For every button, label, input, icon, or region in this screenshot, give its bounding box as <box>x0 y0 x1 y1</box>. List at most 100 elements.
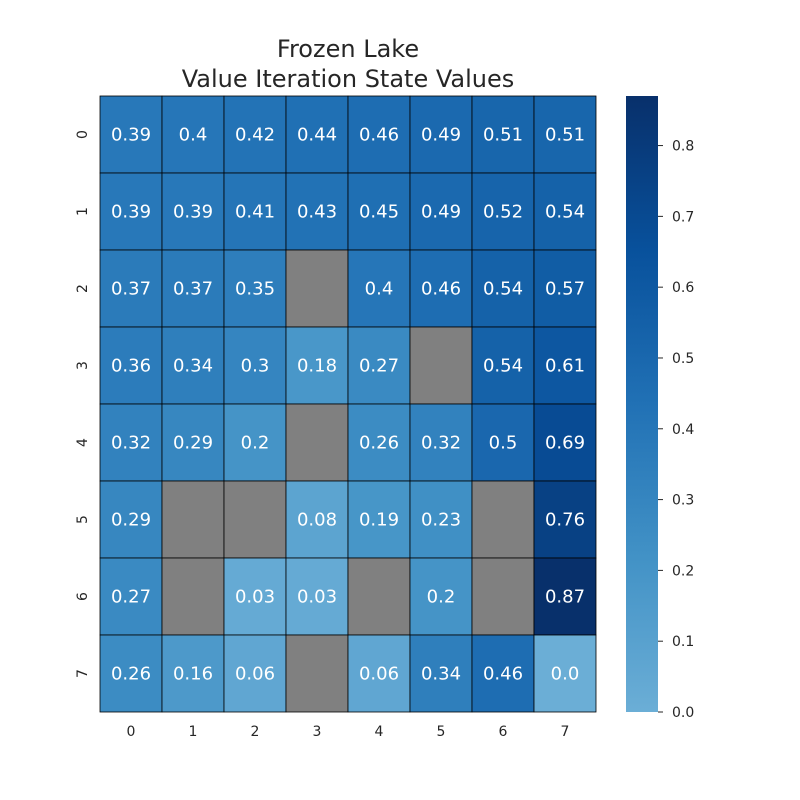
y-tick-label: 7 <box>75 669 91 678</box>
x-axis-ticks: 0 1 2 3 4 5 6 7 <box>127 724 570 740</box>
y-tick-label: 3 <box>75 361 91 370</box>
y-tick-label: 1 <box>75 207 91 216</box>
cell-value-label: 0.35 <box>235 279 275 300</box>
heatmap-cell <box>409 249 473 328</box>
cell-value-label: 0.43 <box>297 202 337 223</box>
heatmap-cell <box>533 95 597 174</box>
heatmap-cell <box>99 480 163 559</box>
cell-value-label: 0.57 <box>545 279 585 300</box>
heatmap-cell <box>161 249 225 328</box>
cell-value-label: 0.32 <box>421 433 461 454</box>
cell-value-label: 0.46 <box>421 279 461 300</box>
heatmap-cell <box>471 326 535 405</box>
heatmap-cell <box>347 249 411 328</box>
heatmap-cell <box>285 95 349 174</box>
heatmap-cell <box>285 326 349 405</box>
heatmap-cell <box>223 480 287 559</box>
cell-value-label: 0.39 <box>111 125 151 146</box>
x-tick-label: 1 <box>189 724 198 740</box>
colorbar-tick-label: 0.4 <box>672 422 694 438</box>
heatmap-cell <box>471 557 535 636</box>
cell-value-label: 0.5 <box>489 433 518 454</box>
cell-value-label: 0.19 <box>359 510 399 531</box>
heatmap-cell <box>533 249 597 328</box>
heatmap-cell <box>285 403 349 482</box>
x-tick-label: 2 <box>251 724 260 740</box>
x-tick-label: 6 <box>499 724 508 740</box>
heatmap-cells <box>99 95 597 713</box>
heatmap-cell <box>409 557 473 636</box>
cell-value-label: 0.29 <box>111 510 151 531</box>
cell-value-label: 0.87 <box>545 587 585 608</box>
cell-value-label: 0.45 <box>359 202 399 223</box>
heatmap-cell <box>471 480 535 559</box>
colorbar-tick-label: 0.5 <box>672 351 694 367</box>
cell-value-label: 0.0 <box>551 664 580 685</box>
heatmap-cell <box>471 634 535 713</box>
cell-value-label: 0.06 <box>235 664 275 685</box>
cell-value-label: 0.52 <box>483 202 523 223</box>
heatmap-cell <box>223 249 287 328</box>
cell-value-label: 0.16 <box>173 664 213 685</box>
heatmap-cell <box>161 326 225 405</box>
heatmap-cell <box>347 480 411 559</box>
cell-value-label: 0.2 <box>427 587 456 608</box>
heatmap-cell <box>223 634 287 713</box>
heatmap-cell <box>285 249 349 328</box>
colorbar-tick-label: 0.2 <box>672 563 694 579</box>
y-axis-ticks: 0 1 2 3 4 5 6 7 <box>75 130 91 678</box>
cell-value-label: 0.3 <box>241 356 270 377</box>
heatmap-cell <box>533 634 597 713</box>
colorbar-tick-label: 0.1 <box>672 634 694 650</box>
heatmap-cell <box>223 95 287 174</box>
heatmap-cell <box>533 326 597 405</box>
cell-value-label: 0.34 <box>173 356 213 377</box>
cell-value-label: 0.76 <box>545 510 585 531</box>
cell-value-label: 0.44 <box>297 125 337 146</box>
colorbar-tick-label: 0.7 <box>672 209 694 225</box>
heatmap-cell-labels: 0.39 0.4 0.42 0.44 0.46 0.49 0.51 0.51 0.39 0.39 0… <box>111 125 585 685</box>
heatmap-cell <box>161 557 225 636</box>
heatmap-cell <box>409 95 473 174</box>
cell-value-label: 0.37 <box>173 279 213 300</box>
heatmap-cell <box>99 403 163 482</box>
heatmap-cell <box>347 326 411 405</box>
y-tick-label: 5 <box>75 515 91 524</box>
heatmap-cell <box>347 172 411 251</box>
cell-value-label: 0.39 <box>173 202 213 223</box>
chart-title-line-1: Frozen Lake <box>277 35 419 63</box>
cell-value-label: 0.49 <box>421 125 461 146</box>
heatmap-cell <box>533 480 597 559</box>
heatmap-cell <box>99 634 163 713</box>
heatmap-cell <box>409 403 473 482</box>
y-tick-label: 4 <box>75 438 91 447</box>
cell-value-label: 0.18 <box>297 356 337 377</box>
heatmap-cell <box>471 249 535 328</box>
heatmap-cell <box>99 249 163 328</box>
heatmap-cell <box>161 634 225 713</box>
heatmap-cell <box>409 326 473 405</box>
heatmap-cell <box>161 172 225 251</box>
x-tick-label: 7 <box>561 724 570 740</box>
x-tick-label: 3 <box>313 724 322 740</box>
heatmap-cell <box>533 403 597 482</box>
y-tick-label: 0 <box>75 130 91 139</box>
cell-value-label: 0.29 <box>173 433 213 454</box>
cell-value-label: 0.69 <box>545 433 585 454</box>
cell-value-label: 0.2 <box>241 433 270 454</box>
cell-value-label: 0.41 <box>235 202 275 223</box>
cell-value-label: 0.54 <box>545 202 585 223</box>
heatmap-cell <box>533 172 597 251</box>
cell-value-label: 0.42 <box>235 125 275 146</box>
cell-value-label: 0.37 <box>111 279 151 300</box>
cell-value-label: 0.61 <box>545 356 585 377</box>
cell-value-label: 0.36 <box>111 356 151 377</box>
colorbar-ticks: 0.0 0.1 0.2 0.3 0.4 0.5 0.6 0.7 0.8 <box>658 139 694 721</box>
cell-value-label: 0.46 <box>359 125 399 146</box>
heatmap-cell <box>347 557 411 636</box>
y-tick-label: 6 <box>75 592 91 601</box>
colorbar-tick-label: 0.6 <box>672 280 694 296</box>
heatmap-cell <box>409 172 473 251</box>
x-tick-label: 4 <box>375 724 384 740</box>
